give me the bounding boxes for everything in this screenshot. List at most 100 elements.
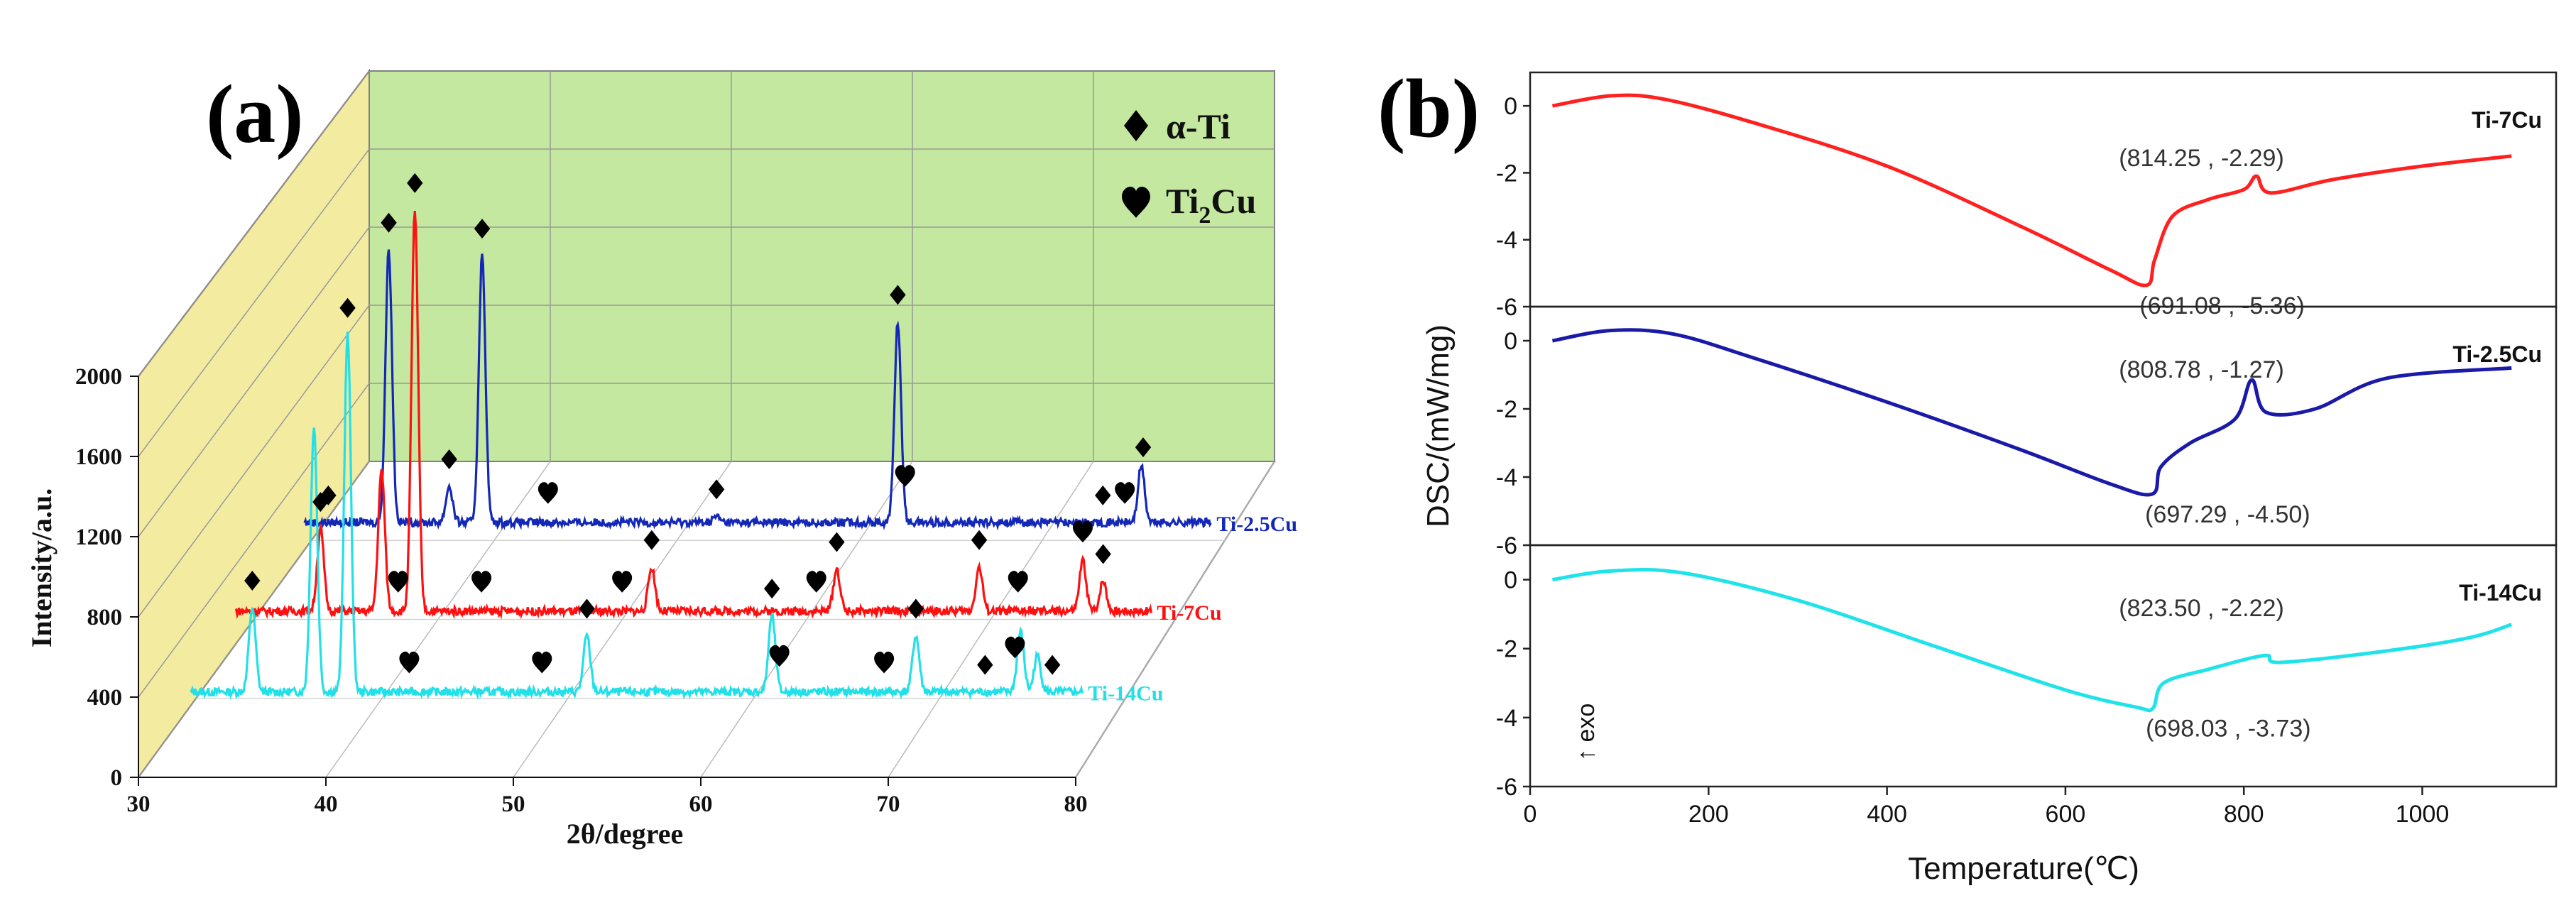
x-tick-label: 50: [502, 792, 525, 817]
series-line-Ti-14Cu: [190, 332, 1084, 701]
y-tick-label: -4: [1496, 464, 1517, 491]
ti2cu-heart-icon: [1072, 520, 1093, 543]
panel-b-dsc-chart: (b) 0-2-4-6Ti-7Cu(691.08 , -5.36)(814.25…: [1377, 62, 2558, 886]
alpha-ti-diamond-icon: [474, 219, 491, 239]
min-annotation: (697.29 , -4.50): [2145, 501, 2310, 528]
grid-lines: [138, 70, 1275, 778]
y-tick-label: 800: [87, 605, 123, 630]
x-tick-label: 80: [1064, 792, 1088, 817]
peak-annotation: (808.78 , -1.27): [2119, 356, 2283, 383]
ti2cu-heart-icon: [388, 571, 408, 593]
left-wall-grid-line: [138, 148, 370, 457]
y-tick-label: 1200: [75, 525, 122, 550]
exo-annotation: ↑ exo: [1573, 703, 1600, 761]
panel-label-b: (b): [1377, 62, 1480, 155]
ti2cu-heart-icon: [874, 651, 895, 674]
ti2cu-heart-icon: [471, 571, 492, 593]
ti2cu-heart-icon: [769, 645, 790, 667]
legend: α-Ti Ti2Cu: [1122, 106, 1256, 229]
alpha-ti-diamond-icon: [312, 492, 329, 513]
series-tag-Ti-2.5Cu: Ti-2.5Cu: [1216, 513, 1297, 536]
y-tick-label: -2: [1496, 160, 1517, 187]
x-tick-label: 600: [2046, 801, 2086, 828]
alpha-ti-diamond-icon: [381, 212, 397, 233]
phase-markers: [244, 172, 1152, 675]
dsc-plot: 0-2-4-6Ti-7Cu(691.08 , -5.36)(814.25 , -…: [1496, 71, 2558, 828]
y-tick-label: 1600: [75, 444, 122, 470]
y-tick-label: 0: [1504, 93, 1517, 120]
alpha-ti-diamond-icon: [1135, 437, 1152, 458]
left-wall-grid-line: [138, 383, 370, 698]
y-tick-label: 400: [87, 685, 123, 711]
series-tag-Ti-7Cu: Ti-7Cu: [1157, 601, 1221, 625]
alpha-ti-diamond-icon: [907, 598, 924, 619]
legend-diamond-icon: [1124, 110, 1148, 141]
peak-annotation: (814.25 , -2.29): [2119, 145, 2283, 172]
dsc-curve-Ti-14Cu: [1552, 567, 2512, 713]
x-tick-label: 1000: [2396, 801, 2450, 828]
ti2cu-heart-icon: [399, 651, 420, 674]
axes: 0 400 800 1200 1600 2000 30 40 50 60 70 80: [75, 364, 1088, 817]
alpha-ti-diamond-icon: [407, 172, 423, 193]
legend-label-alpha-ti: α-Ti: [1166, 106, 1230, 146]
y-tick-label: -6: [1496, 294, 1517, 321]
ti2cu-heart-icon: [532, 651, 552, 674]
ti2cu-heart-icon: [895, 465, 915, 487]
x-tick-label: 40: [315, 792, 338, 817]
alpha-ti-diamond-icon: [1095, 485, 1111, 505]
ti2cu-heart-icon: [612, 571, 633, 593]
x-tick-label: 800: [2224, 801, 2264, 828]
left-wall-grid-line: [138, 70, 370, 377]
alpha-ti-diamond-icon: [244, 571, 261, 591]
ti2cu-heart-icon: [1008, 571, 1028, 593]
alpha-ti-diamond-icon: [339, 297, 356, 318]
x-axis-title-b: Temperature(℃): [1908, 851, 2139, 886]
alpha-ti-diamond-icon: [1044, 655, 1061, 675]
series-tag-Ti-14Cu: Ti-14Cu: [2459, 580, 2542, 606]
y-axis-title: Intensity/a.u.: [26, 488, 58, 648]
y-tick-label: -2: [1496, 396, 1517, 423]
x-tick-label: 70: [877, 792, 900, 817]
x-tick-label: 60: [689, 792, 713, 817]
panel-label-a: (a): [206, 67, 304, 160]
legend-heart-icon: [1122, 187, 1150, 218]
y-tick-label: -4: [1496, 227, 1517, 254]
ti2cu-heart-icon: [806, 571, 826, 593]
alpha-ti-diamond-icon: [977, 655, 993, 675]
series-tag-Ti-7Cu: Ti-7Cu: [2472, 107, 2542, 133]
ti2cu-heart-icon: [1115, 482, 1135, 504]
peak-annotation: (823.50 , -2.22): [2119, 595, 2283, 622]
left-wall-grid-line: [138, 226, 370, 537]
alpha-ti-diamond-icon: [763, 579, 780, 599]
x-axis-title: 2θ/degree: [567, 818, 684, 850]
y-tick-label: 0: [111, 765, 123, 791]
x-tick-label: 0: [1524, 801, 1537, 828]
y-tick-label: -6: [1496, 532, 1517, 559]
series-line-Ti-7Cu: [234, 210, 1152, 620]
left-wall-grid-line: [138, 305, 370, 618]
subplot-frame-Ti-14Cu: [1529, 544, 2558, 788]
legend-label-ti2cu: Ti2Cu: [1166, 181, 1256, 229]
alpha-ti-diamond-icon: [643, 530, 660, 550]
y-tick-label: -4: [1496, 705, 1517, 732]
y-tick-label: 0: [1504, 567, 1517, 594]
panel-a-xrd-chart: 0 400 800 1200 1600 2000 30 40 50 60 70 80 Ti-2.5Cu…: [26, 67, 1297, 850]
y-tick-label: 0: [1504, 328, 1517, 355]
alpha-ti-diamond-icon: [1095, 544, 1111, 564]
subplot-frame-Ti-2.5Cu: [1529, 305, 2558, 547]
y-tick-label: 2000: [75, 364, 122, 390]
alpha-ti-diamond-icon: [890, 285, 906, 305]
dsc-curve-Ti-2.5Cu: [1551, 328, 2512, 497]
y-tick-label: -2: [1496, 636, 1517, 663]
dsc-curve-Ti-7Cu: [1551, 93, 2512, 288]
alpha-ti-diamond-icon: [708, 479, 725, 500]
series-line-Ti-2.5Cu: [303, 249, 1212, 531]
ti2cu-heart-icon: [537, 482, 558, 504]
x-tick-label: 200: [1688, 801, 1729, 828]
ti2cu-heart-icon: [1005, 636, 1025, 659]
alpha-ti-diamond-icon: [971, 530, 988, 550]
alpha-ti-diamond-icon: [441, 449, 457, 470]
series-group: Ti-2.5Cu Ti-7Cu Ti-14Cu: [190, 210, 1297, 706]
y-tick-label: -6: [1496, 774, 1517, 801]
